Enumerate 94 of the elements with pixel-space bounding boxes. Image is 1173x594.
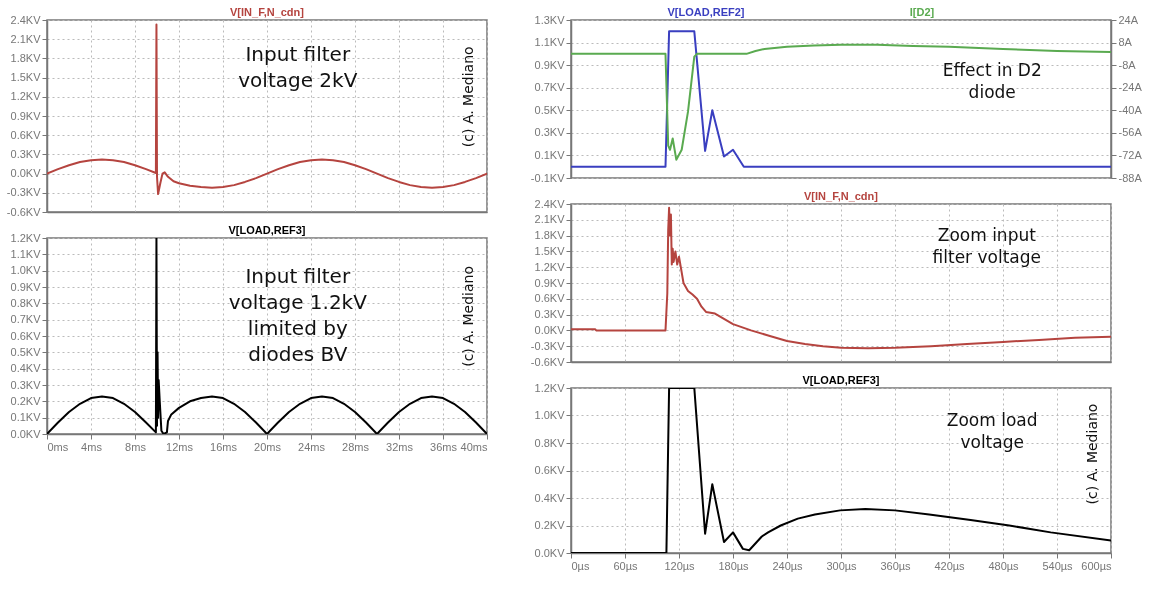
y-tick-label: 2.4KV [10,13,42,26]
y-tick-label: 0.0KV [534,546,566,559]
y-tick-label: 0.9KV [534,276,566,289]
annotation: (c) A. Mediano [460,46,476,148]
y-tick-label: 0.6KV [10,329,42,342]
annotation: Input filter voltage 2kV [238,41,358,92]
y2-tick-label: -72A [1118,148,1143,161]
y-tick-label: 0.0KV [10,167,42,180]
y-tick-label: 0.6KV [534,292,566,305]
x-tick-label: 360µs [880,559,912,572]
y-tick-label: 0.4KV [534,491,566,504]
x-tick-label: 36ms [430,440,458,453]
y2-tick-label: -88A [1118,171,1143,184]
y-tick-label: 0.8KV [10,296,42,309]
y-tick-label: 0.3KV [10,147,42,160]
y-tick-label: 2.4KV [534,197,566,210]
text: V[IN_F,N_cdn] [804,190,879,202]
x-tick-label: 28ms [342,440,370,453]
y-tick-label: -0.1KV [530,171,566,184]
y-tick-label: 1.5KV [10,71,42,84]
y-tick-label: 1.3KV [534,13,566,26]
y-tick-label: 2.1KV [534,213,566,226]
y-tick-label: 0.0KV [10,427,42,440]
x-tick-label: 120µs [664,559,696,572]
annotation: Zoom input filter voltage [932,224,1042,267]
y-tick-label: 1.2KV [534,260,566,273]
x-tick-label: 0µs [571,559,590,572]
annotation: Effect in D2 diode [942,59,1042,102]
y-tick-label: 0.1KV [10,411,42,424]
y-tick-label: 0.1KV [534,148,566,161]
series-label: V[LOAD,REF2] [667,6,745,18]
annotation: Input filter voltage 1.2kV limited by diodes BV [228,264,368,367]
y-tick-label: 0.6KV [10,128,42,141]
x-tick-label: 420µs [934,559,966,572]
x-tick-label: 180µs [718,559,750,572]
x-tick-label: 480µs [988,559,1020,572]
y-tick-label: 1.1KV [10,247,42,260]
y-tick-label: -0.3KV [6,186,42,199]
y-tick-label: 1.2KV [10,90,42,103]
x-tick-label: 16ms [210,440,238,453]
y-tick-label: 1.0KV [534,409,566,421]
y-tick-label: 0.6KV [534,464,566,476]
y2-tick-label: 24A [1118,13,1139,26]
y2-tick-label: -40A [1118,103,1143,116]
x-tick-label: 540µs [1042,559,1074,572]
x-tick-label: 600µs [1081,559,1112,572]
y-tick-label: 0.3KV [10,378,42,391]
y-tick-label: 0.3KV [534,308,566,321]
y2-tick-label: -8A [1118,58,1137,71]
y-tick-label: 0.7KV [534,81,566,94]
y-tick-label: 1.2KV [10,231,42,244]
y-tick-label: 1.1KV [534,36,566,49]
x-tick-label: 60µs [613,559,639,572]
y-tick-label: 0.5KV [534,103,566,116]
y-tick-label: 1.5KV [534,244,566,257]
y-tick-label: 0.2KV [10,394,42,407]
text: V[IN_F,N_cdn] [230,6,305,18]
y-tick-label: -0.6KV [530,355,566,368]
y-tick-label: 1.2KV [534,381,566,394]
y-tick-label: 0.3KV [534,126,566,139]
text: V[LOAD,REF3] [802,374,880,386]
y-tick-label: 0.8KV [534,436,566,449]
y-tick-label: 0.9KV [534,58,566,71]
y-tick-label: -0.6KV [6,205,42,218]
y2-tick-label: -56A [1118,126,1143,139]
x-tick-label: 8ms [125,440,147,453]
x-tick-label: 240µs [772,559,804,572]
x-tick-label: 0ms [47,440,69,453]
y-tick-label: 1.8KV [534,229,566,242]
y-tick-label: 0.7KV [10,313,42,326]
y-tick-label: -0.3KV [530,339,566,352]
annotation: (c) A. Mediano [460,266,476,367]
y-tick-label: 1.8KV [10,51,42,64]
x-tick-label: 12ms [166,440,194,453]
y-tick-label: 0.9KV [10,109,42,122]
y-tick-label: 0.2KV [534,519,566,531]
x-tick-label: 24ms [298,440,326,453]
y-tick-label: 1.0KV [10,264,42,277]
x-tick-label: 32ms [386,440,414,453]
y-tick-label: 0.9KV [10,280,42,293]
x-tick-label: 20ms [254,440,282,453]
y2-tick-label: 8A [1118,36,1133,49]
x-tick-label: 40ms [460,440,488,453]
y2-tick-label: -24A [1118,81,1143,94]
annotation: Zoom load voltage [946,409,1038,452]
text: I[D2] [909,6,935,18]
y-tick-label: 0.5KV [10,345,42,358]
text: V[LOAD,REF3] [228,224,306,236]
y-tick-label: 2.1KV [10,32,42,45]
annotation: (c) A. Mediano [1084,403,1100,505]
y-tick-label: 0.4KV [10,362,42,375]
x-tick-label: 4ms [81,440,103,453]
y-tick-label: 0.0KV [534,323,566,336]
x-tick-label: 300µs [826,559,858,572]
